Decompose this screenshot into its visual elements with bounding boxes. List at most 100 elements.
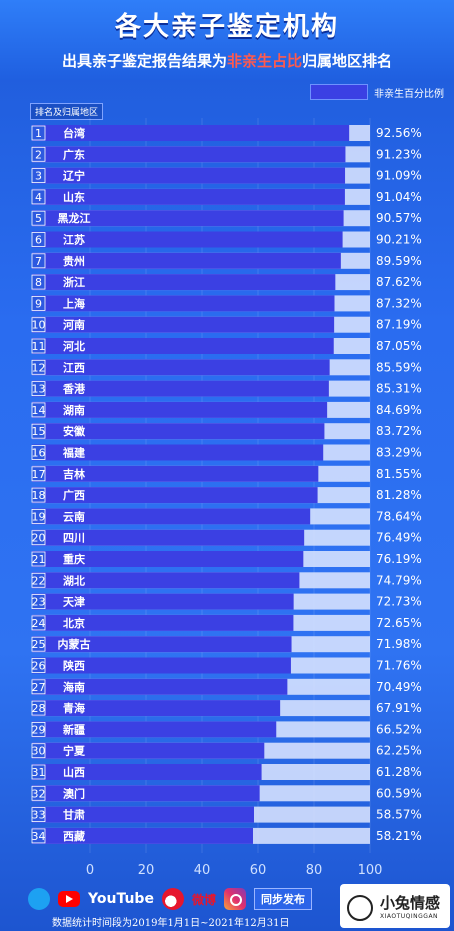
bar [32, 167, 346, 184]
bar [32, 274, 336, 291]
value-label: 81.55% [376, 467, 422, 481]
category-label: 湖北 [63, 573, 85, 587]
value-label: 61.28% [376, 765, 422, 779]
rank-box [31, 338, 46, 354]
value-label: 78.64% [376, 509, 422, 523]
rank-label: 16 [32, 447, 46, 460]
youtube-label: YouTube [88, 891, 154, 907]
brand-logo: 小兔情感 XIAOTUQINGGAN [340, 884, 450, 928]
rank-box [31, 125, 46, 141]
title-banner [0, 0, 454, 80]
bar [32, 572, 300, 589]
rank-box [31, 572, 46, 588]
rank-label: 34 [32, 830, 46, 843]
rank-box [31, 232, 46, 247]
rank-label: 10 [32, 319, 46, 332]
rank-box [31, 807, 46, 822]
value-label: 71.76% [376, 659, 422, 673]
rank-box [31, 594, 46, 610]
rank-box [31, 615, 46, 631]
rank-box [31, 466, 46, 482]
category-label: 北京 [63, 616, 85, 630]
data-period-note: 数据统计时间段为2019年1月1日~2021年12月31日 [52, 918, 290, 929]
value-label: 87.19% [376, 318, 422, 332]
bar [32, 721, 277, 738]
value-label: 74.79% [376, 573, 422, 587]
value-label: 87.05% [376, 339, 422, 353]
logo-title: 小兔情感 [380, 894, 441, 912]
youtube-icon[interactable] [58, 891, 80, 907]
value-label: 85.31% [376, 382, 422, 396]
subtitle-highlight: 非亲生占比 [226, 52, 302, 70]
category-label: 贵州 [63, 254, 85, 268]
bar [32, 700, 281, 717]
value-label: 89.59% [376, 254, 422, 268]
value-label: 87.62% [376, 275, 422, 289]
value-label: 83.72% [376, 424, 422, 438]
legend-swatch [310, 84, 368, 100]
value-label: 58.21% [376, 829, 422, 843]
category-label: 河南 [63, 318, 85, 332]
rank-label: 28 [32, 702, 46, 715]
category-label: 广东 [63, 147, 85, 161]
rank-box [31, 658, 46, 673]
category-label: 江苏 [63, 233, 85, 247]
instagram-icon[interactable] [223, 888, 246, 910]
rank-box [31, 381, 46, 397]
category-label: 湖南 [63, 403, 85, 417]
bar [32, 295, 335, 312]
category-label: 吉林 [63, 467, 85, 481]
bar [32, 529, 305, 546]
rank-box [31, 359, 46, 375]
value-label: 60.59% [376, 786, 422, 800]
value-label: 58.57% [376, 808, 422, 822]
value-label: 90.57% [376, 211, 422, 225]
value-label: 76.19% [376, 552, 422, 566]
category-label: 山东 [63, 190, 85, 204]
weibo-icon[interactable] [161, 888, 184, 910]
bar [32, 252, 341, 269]
bar [32, 231, 343, 248]
bar [32, 316, 335, 333]
bar [32, 806, 254, 823]
value-label: 72.73% [376, 595, 422, 609]
value-label: 70.49% [376, 680, 422, 694]
weibo-label: 微博 [191, 892, 216, 907]
rank-label: 19 [32, 510, 46, 523]
bar [32, 593, 294, 610]
bar-chart: 1 台湾 92.56% 2 广东 91.23% 3 辽宁 91.09% 4 山东 91.04% 5 黑龙江… [31, 118, 422, 878]
category-label: 澳门 [63, 786, 85, 800]
category-label: 广西 [63, 488, 85, 502]
rank-label: 9 [35, 297, 42, 310]
value-label: 72.65% [376, 616, 422, 630]
category-label: 重庆 [63, 552, 85, 566]
value-label: 85.59% [376, 360, 422, 374]
twitter-icon[interactable] [28, 888, 50, 910]
value-label: 91.04% [376, 190, 422, 204]
logo-subtitle: XIAOTUQINGGAN [380, 913, 439, 920]
category-label: 西藏 [63, 829, 85, 843]
value-label: 87.32% [376, 296, 422, 310]
x-tick-label: 40 [194, 863, 211, 878]
category-label: 河北 [63, 339, 85, 353]
value-label: 81.28% [376, 488, 422, 502]
x-tick-label: 20 [138, 863, 155, 878]
rank-label: 25 [32, 638, 46, 651]
value-label: 67.91% [376, 701, 422, 715]
category-label: 浙江 [63, 275, 85, 289]
rank-label: 29 [32, 723, 46, 736]
rank-box [31, 210, 46, 226]
rank-label: 3 [35, 170, 42, 183]
category-label: 江西 [63, 360, 85, 374]
rank-label: 17 [32, 468, 46, 481]
bar [32, 827, 253, 844]
rank-header: 排名及归属地区 [30, 103, 104, 120]
category-label: 青海 [63, 701, 85, 715]
rank-box [31, 551, 46, 567]
category-label: 台湾 [63, 126, 85, 140]
rank-label: 20 [32, 532, 46, 545]
rank-label: 18 [32, 489, 46, 502]
bar [32, 487, 318, 504]
rank-label: 30 [32, 745, 46, 758]
rank-label: 32 [32, 787, 46, 800]
